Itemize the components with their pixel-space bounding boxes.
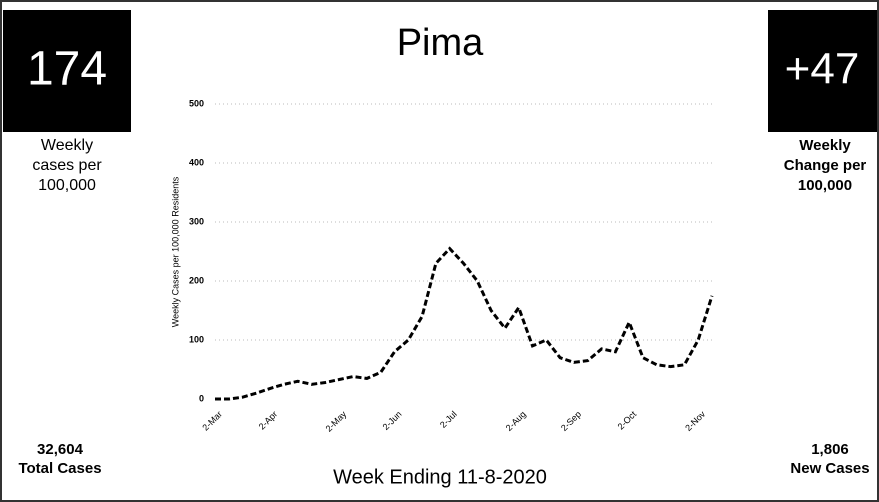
total-cases-label: Total Cases bbox=[18, 460, 101, 477]
new-cases: 1,806 bbox=[811, 441, 849, 458]
y-tick-label: 400 bbox=[189, 157, 204, 167]
x-axis-title: Week Ending 11-8-2020 bbox=[333, 466, 547, 488]
right-value: +47 bbox=[785, 45, 860, 94]
y-tick-label: 200 bbox=[189, 275, 204, 285]
panel-label: cases per bbox=[32, 157, 102, 174]
panel-label: 100,000 bbox=[38, 177, 96, 194]
y-tick-label: 0 bbox=[199, 393, 204, 403]
y-tick-label: 300 bbox=[189, 216, 204, 226]
total-cases: 32,604 bbox=[37, 441, 84, 458]
y-tick-label: 500 bbox=[189, 98, 204, 108]
panel-label: 100,000 bbox=[798, 177, 852, 194]
panel-label: Weekly bbox=[41, 137, 93, 154]
new-cases-label: New Cases bbox=[790, 460, 869, 477]
data-line bbox=[215, 246, 714, 401]
panel-label: Change per bbox=[784, 157, 867, 174]
right-box bbox=[768, 10, 877, 132]
left-value: 174 bbox=[27, 43, 107, 96]
y-axis-title: Weekly Cases per 100,000 Residents bbox=[170, 176, 180, 327]
left-box bbox=[3, 10, 131, 132]
chart-title: Pima bbox=[397, 22, 484, 64]
y-tick-label: 100 bbox=[189, 334, 204, 344]
panel-label: Weekly bbox=[799, 137, 851, 154]
